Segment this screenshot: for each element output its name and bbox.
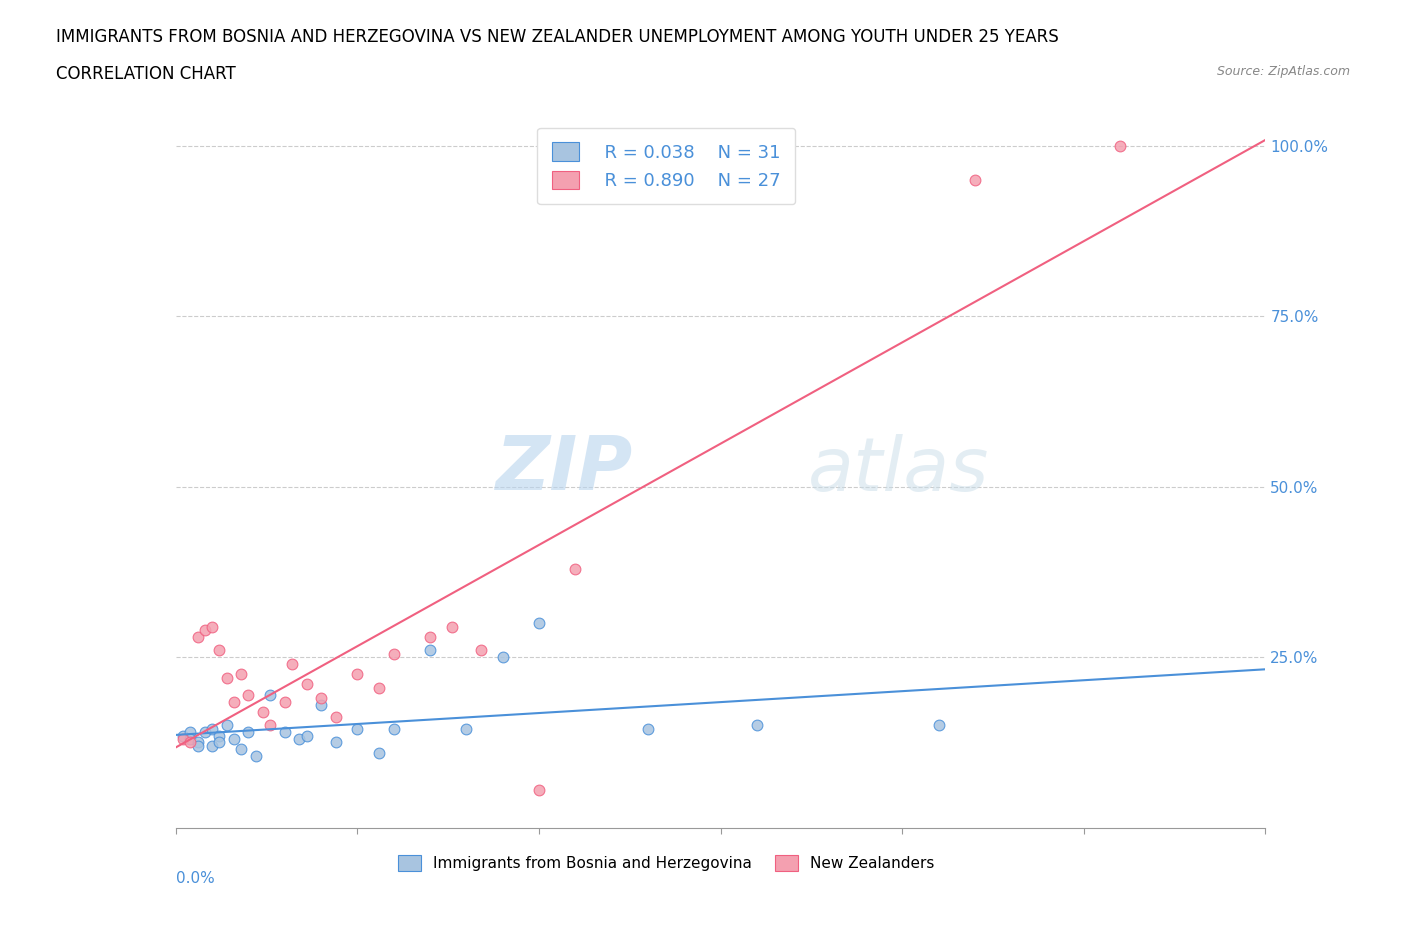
Point <box>963 172 986 187</box>
Point <box>295 677 318 692</box>
Point <box>245 749 267 764</box>
Point <box>419 643 441 658</box>
Point <box>928 718 950 733</box>
Text: IMMIGRANTS FROM BOSNIA AND HERZEGOVINA VS NEW ZEALANDER UNEMPLOYMENT AMONG YOUTH: IMMIGRANTS FROM BOSNIA AND HERZEGOVINA V… <box>56 28 1059 46</box>
Point <box>527 783 550 798</box>
Point <box>231 667 253 682</box>
Point <box>238 687 260 702</box>
Point <box>346 722 368 737</box>
Point <box>637 722 659 737</box>
Point <box>259 687 281 702</box>
Point <box>456 722 478 737</box>
Point <box>259 718 281 733</box>
Point <box>222 694 245 709</box>
Point <box>172 732 194 747</box>
Point <box>172 728 194 743</box>
Point <box>194 724 217 739</box>
Point <box>309 691 332 706</box>
Point <box>368 681 391 696</box>
Text: atlas: atlas <box>807 433 990 506</box>
Point <box>325 709 347 724</box>
Point <box>208 735 231 750</box>
Text: ZIP: ZIP <box>496 433 633 506</box>
Point <box>231 742 253 757</box>
Text: CORRELATION CHART: CORRELATION CHART <box>56 65 236 83</box>
Point <box>382 646 405 661</box>
Point <box>274 724 297 739</box>
Point <box>222 732 245 747</box>
Legend: Immigrants from Bosnia and Herzegovina, New Zealanders: Immigrants from Bosnia and Herzegovina, … <box>392 849 941 877</box>
Point <box>419 630 441 644</box>
Point <box>179 724 201 739</box>
Point <box>1109 139 1132 153</box>
Point <box>440 619 463 634</box>
Point <box>274 694 297 709</box>
Text: 0.0%: 0.0% <box>176 870 215 885</box>
Point <box>382 722 405 737</box>
Point <box>201 722 224 737</box>
Point <box>186 738 209 753</box>
Point <box>186 735 209 750</box>
Point <box>470 643 492 658</box>
Point <box>527 616 550 631</box>
Text: Source: ZipAtlas.com: Source: ZipAtlas.com <box>1216 65 1350 78</box>
Point <box>295 728 318 743</box>
Point <box>492 650 515 665</box>
Point <box>325 735 347 750</box>
Point <box>238 724 260 739</box>
Point <box>179 732 201 747</box>
Point <box>309 698 332 712</box>
Point <box>745 718 768 733</box>
Point <box>208 643 231 658</box>
Point <box>215 671 238 685</box>
Point <box>201 619 224 634</box>
Point <box>346 667 368 682</box>
Point <box>179 735 201 750</box>
Point <box>368 745 391 760</box>
Point <box>194 622 217 637</box>
Point <box>215 718 238 733</box>
Point <box>281 657 304 671</box>
Point <box>288 732 311 747</box>
Point <box>186 630 209 644</box>
Point <box>208 728 231 743</box>
Point <box>201 738 224 753</box>
Point <box>564 561 586 576</box>
Point <box>252 704 274 719</box>
